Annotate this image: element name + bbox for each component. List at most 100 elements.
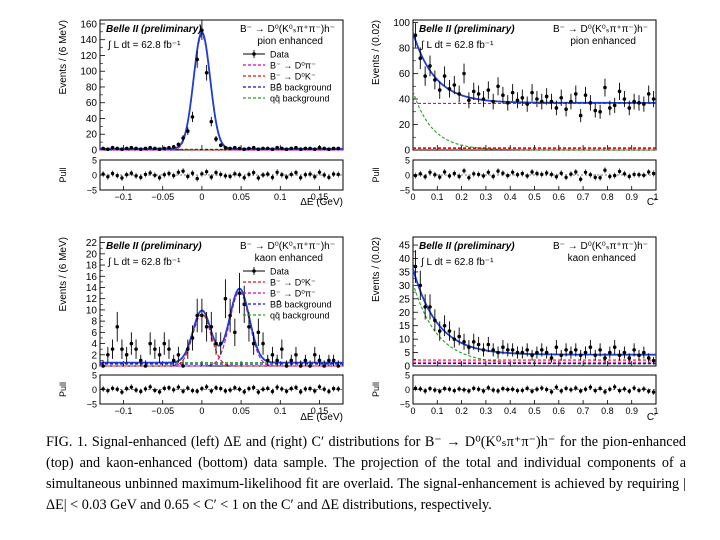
pull-point [115,387,119,391]
pull-point [148,171,152,175]
pull-point [322,387,326,391]
x-tick-label: 0.7 [577,192,590,202]
data-point [418,56,423,61]
x-tick-label: 0.7 [577,406,590,416]
x-axis-label: ΔE (GeV) [300,412,343,423]
y-tick-label: 6 [91,328,97,339]
pull-point [559,389,563,393]
pull-point [186,174,190,179]
data-point [284,147,289,152]
pull-point [228,174,232,179]
x-tick-label: 0.4 [504,192,517,202]
y-tick-label: 45 [399,241,411,252]
pull-point [612,385,617,389]
data-point [622,350,627,355]
data-point [593,108,598,113]
pull-point [467,176,471,180]
data-point [544,94,549,99]
data-point [190,115,195,119]
data-point [185,347,190,351]
pull-point [134,388,138,392]
pull-y-tick-label: −5 [400,400,410,410]
data-point [317,145,322,150]
data-point [204,324,209,329]
pull-point [506,173,510,178]
y-tick-label: 80 [399,44,411,55]
data-point [471,89,476,94]
data-point [574,92,578,96]
pull-point [233,386,237,390]
pull-point [181,389,185,393]
data-point [171,358,176,363]
y-tick-label: 80 [86,82,98,93]
pull-point [603,390,607,394]
data-point [181,136,185,140]
pull-point [462,169,466,173]
pull-point [554,175,559,179]
data-point [233,145,237,150]
pull-point [569,172,573,176]
x-tick-label: 0.1 [431,406,444,416]
pull-point [115,173,119,178]
data-point [242,147,247,152]
pull-point [167,171,171,176]
selection-label: kaon enhanced [568,253,636,264]
pull-point [336,172,340,177]
pull-point [515,173,520,177]
data-point [110,347,115,351]
data-point [298,364,303,368]
pull-point [583,170,588,174]
pull-point [303,387,308,391]
data-point [195,57,199,62]
x-tick-label: 0.1 [274,406,287,416]
y-tick-label: 14 [86,283,98,294]
pull-point [275,170,279,174]
data-point [505,348,510,352]
y-tick-label: 100 [80,67,97,78]
data-point [598,348,602,352]
pull-point [530,389,534,393]
pull-point [129,385,134,389]
data-point [437,329,442,333]
y-tick-label: 10 [86,305,98,316]
data-point [148,341,152,346]
pull-y-tick-label: 0 [92,171,97,181]
pull-point [593,175,597,180]
x-tick-label: 0 [199,406,204,416]
pull-point [651,171,656,176]
pull-point [593,388,597,393]
y-tick-label: 0 [404,362,410,373]
data-point [124,146,129,151]
pull-point [120,176,124,180]
pull-y-tick-label: 5 [405,371,410,381]
pull-point [564,175,568,180]
pull-point [261,173,265,177]
pull-point [462,388,466,392]
data-point [539,348,544,352]
fit-curve [412,32,656,104]
data-point [612,345,617,349]
pull-point [530,170,534,174]
data-point [200,28,204,33]
data-point [303,358,308,363]
pull-point [486,170,491,174]
data-point [289,358,294,363]
data-point [106,147,110,152]
x-tick-label: −0.05 [151,406,174,416]
legend-entry: qq̄ background [270,311,330,321]
pull-y-tick-label: 0 [405,385,410,395]
pull-point [608,387,612,391]
pull-point [313,389,317,393]
pull-point [153,173,157,177]
data-point [608,106,612,110]
y-tick-label: 12 [86,294,98,305]
pull-point [574,170,578,174]
x-tick-label: 0 [199,192,204,202]
data-point [608,350,612,355]
y-tick-label: 100 [393,18,410,29]
pull-point [642,387,646,391]
data-point [101,364,105,368]
data-point [237,291,242,295]
pull-point [223,389,228,393]
data-point [322,146,326,151]
